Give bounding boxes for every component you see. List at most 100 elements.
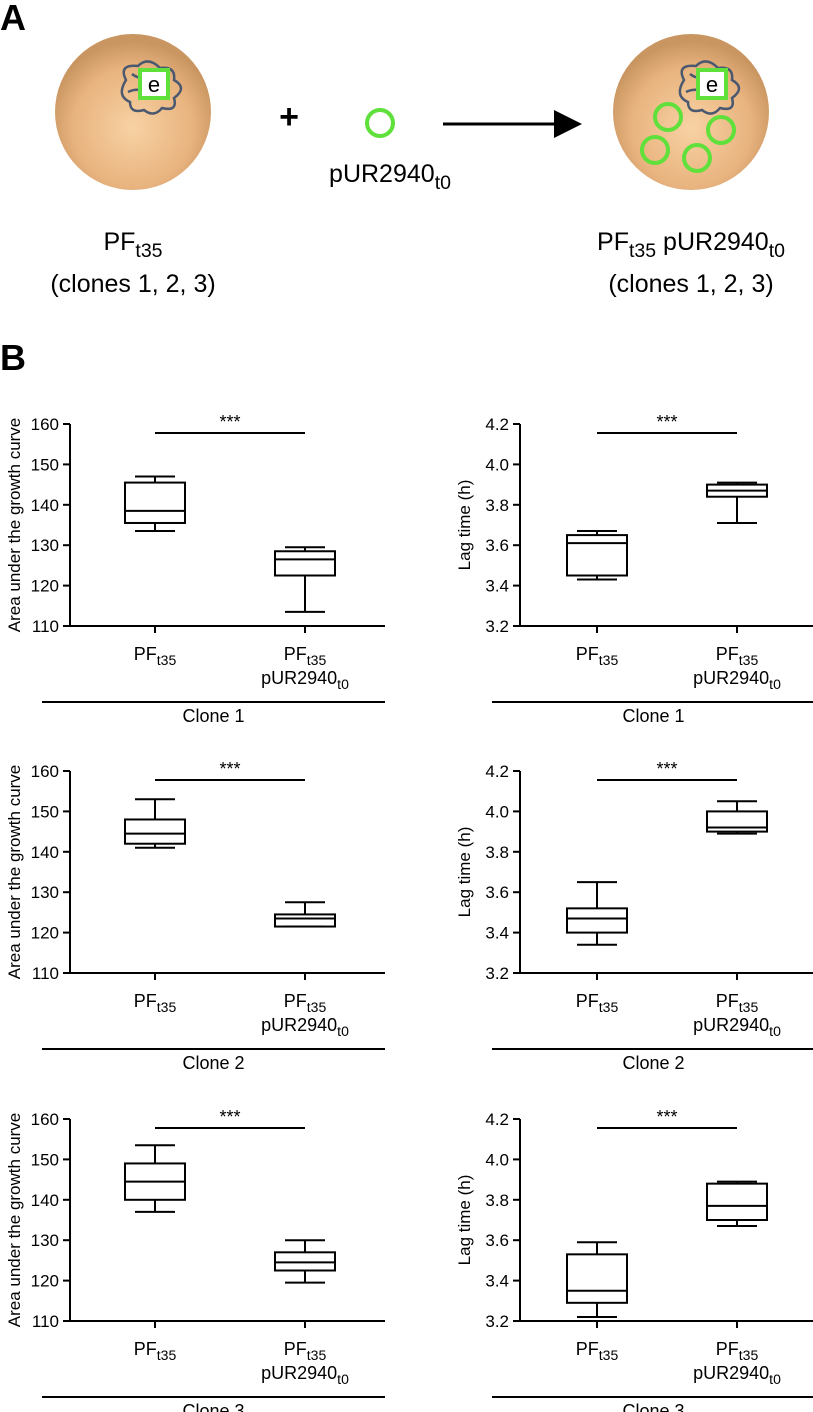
significance: *** xyxy=(656,759,677,779)
y-axis-label: Lag time (h) xyxy=(455,480,474,571)
x-tick-label-part: pUR2940 xyxy=(261,668,337,688)
box xyxy=(706,810,768,833)
plasmid xyxy=(365,108,395,138)
plasmid xyxy=(653,102,683,132)
plasmid xyxy=(682,143,712,173)
y-tick-label: 110 xyxy=(32,1312,59,1331)
y-axis-label: Lag time (h) xyxy=(455,1175,474,1266)
episome-label: e xyxy=(148,72,160,97)
panel-label: B xyxy=(0,337,26,378)
cell xyxy=(613,34,769,190)
x-tick-label: PFt35 xyxy=(576,644,619,668)
significance: *** xyxy=(219,759,240,779)
y-tick-label: 3.4 xyxy=(485,577,509,596)
y-tick-label: 120 xyxy=(31,1272,59,1291)
plasmid xyxy=(706,115,736,145)
y-tick-label: 130 xyxy=(31,1231,59,1250)
x-tick-label-part: PF xyxy=(134,1339,157,1359)
x-tick-label-part: t35 xyxy=(307,999,327,1015)
x-tick-label: pUR2940t0 xyxy=(261,1363,349,1387)
x-tick-label: PFt35 xyxy=(716,991,759,1015)
x-tick-label-part: PF xyxy=(716,1339,739,1359)
cell-clones: (clones 1, 2, 3) xyxy=(608,270,773,298)
x-tick-label-part: PF xyxy=(284,644,307,664)
y-tick-label: 120 xyxy=(31,924,59,943)
x-tick-label-part: t0 xyxy=(337,676,349,692)
box xyxy=(566,1253,628,1304)
y-tick-label: 3.6 xyxy=(485,1231,509,1250)
y-tick-label: 140 xyxy=(31,496,59,515)
episome-box xyxy=(696,68,728,100)
box xyxy=(274,550,336,577)
x-tick-label-part: t35 xyxy=(307,1347,327,1363)
x-tick-label: pUR2940t0 xyxy=(693,668,781,692)
cell-label: PFt35 xyxy=(103,228,162,262)
significance: *** xyxy=(656,412,677,432)
box xyxy=(274,913,336,928)
x-tick-label-part: t35 xyxy=(157,999,177,1015)
y-tick-label: 3.8 xyxy=(485,1191,509,1210)
x-tick-label: pUR2940t0 xyxy=(261,1015,349,1039)
cell-label-part: t35 xyxy=(135,240,162,262)
panel-label: A xyxy=(0,0,26,38)
cell-label-part: PF xyxy=(597,228,629,256)
y-tick-label: 150 xyxy=(31,455,59,474)
x-tick-label-part: pUR2940 xyxy=(693,668,769,688)
x-tick-label: pUR2940t0 xyxy=(693,1363,781,1387)
y-tick-label: 4.0 xyxy=(485,1150,509,1169)
y-tick-label: 130 xyxy=(31,883,59,902)
y-tick-label: 110 xyxy=(32,617,59,636)
x-tick-label-part: pUR2940 xyxy=(261,1363,337,1383)
x-tick-label-part: t0 xyxy=(769,676,781,692)
significance: *** xyxy=(656,1107,677,1127)
y-tick-label: 3.6 xyxy=(485,883,509,902)
x-tick-label: PFt35 xyxy=(134,1339,177,1363)
x-tick-label-part: t0 xyxy=(337,1371,349,1387)
plasmid xyxy=(640,135,670,165)
group-label: Clone 2 xyxy=(622,1053,684,1073)
y-tick-label: 140 xyxy=(31,1191,59,1210)
x-tick-label-part: PF xyxy=(134,644,157,664)
x-tick-label-part: t35 xyxy=(599,999,619,1015)
arrow-head xyxy=(554,110,582,138)
group-label: Clone 1 xyxy=(622,706,684,726)
x-tick-label: PFt35 xyxy=(284,644,327,668)
y-tick-label: 110 xyxy=(32,964,59,983)
y-tick-label: 160 xyxy=(31,415,59,434)
y-tick-label: 4.0 xyxy=(485,802,509,821)
plasmid-label: pUR2940t0 xyxy=(329,160,451,194)
x-tick-label-part: t0 xyxy=(769,1023,781,1039)
x-tick-label-part: t35 xyxy=(599,1347,619,1363)
cell-label-part: PF xyxy=(103,228,135,256)
x-tick-label: pUR2940t0 xyxy=(261,668,349,692)
y-tick-label: 3.2 xyxy=(485,1312,509,1331)
group-label: Clone 1 xyxy=(182,706,244,726)
plasmid-label-part: t0 xyxy=(435,172,451,194)
y-tick-label: 3.4 xyxy=(485,1272,509,1291)
y-tick-label: 3.2 xyxy=(485,617,509,636)
y-tick-label: 3.2 xyxy=(485,964,509,983)
x-tick-label: PFt35 xyxy=(134,644,177,668)
cell-label: PFt35 pUR2940t0 xyxy=(597,228,785,262)
y-tick-label: 3.8 xyxy=(485,843,509,862)
x-tick-label: PFt35 xyxy=(576,991,619,1015)
y-tick-label: 3.4 xyxy=(485,924,509,943)
y-tick-label: 4.2 xyxy=(485,415,509,434)
x-tick-label-part: pUR2940 xyxy=(693,1363,769,1383)
box xyxy=(124,818,186,845)
x-tick-label: PFt35 xyxy=(284,1339,327,1363)
x-tick-label-part: PF xyxy=(716,644,739,664)
x-tick-label-part: PF xyxy=(284,991,307,1011)
x-tick-label-part: t35 xyxy=(739,999,759,1015)
y-tick-label: 150 xyxy=(31,802,59,821)
x-tick-label-part: t35 xyxy=(599,652,619,668)
x-tick-label-part: t35 xyxy=(157,652,177,668)
x-tick-label-part: PF xyxy=(576,644,599,664)
x-tick-label-part: PF xyxy=(134,991,157,1011)
y-tick-label: 3.8 xyxy=(485,496,509,515)
group-label: Clone 2 xyxy=(182,1053,244,1073)
x-tick-label-part: t0 xyxy=(769,1371,781,1387)
x-tick-label-part: pUR2940 xyxy=(693,1015,769,1035)
